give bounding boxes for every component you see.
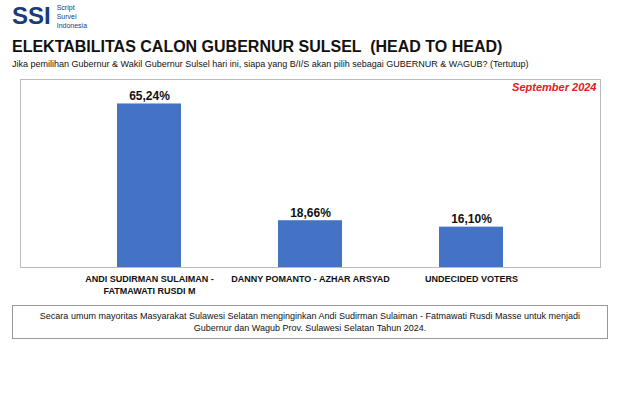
html-text:ELEKTABILITAS CALON GUBERNUR S: ELEKTABILITAS CALON GUBERNUR SULSEL (HEA… (12, 38, 503, 55)
html-text:Script Survei Indonesia: Script Survei Indonesia (56, 4, 87, 29)
html-text:SSI: SSI (12, 2, 51, 29)
svg-text:UNDECIDED VOTERS: UNDECIDED VOTERS (425, 274, 518, 284)
svg-text:DANNY POMANTO - AZHAR ARSYAD: DANNY POMANTO - AZHAR ARSYAD (231, 274, 390, 284)
svg-text:16,10%: 16,10% (451, 212, 492, 226)
svg-text:September 2024: September 2024 (512, 81, 596, 93)
svg-text:18,66%: 18,66% (290, 206, 331, 220)
svg-text:65,24%: 65,24% (129, 89, 170, 103)
html-text:Jika pemilihan Gubernur & Waki: Jika pemilihan Gubernur & Wakil Gubernur… (12, 59, 529, 69)
html-text:Secara umum mayoritas Masyarak: Secara umum mayoritas Masyarakat Sulawes… (39, 311, 581, 334)
svg-text:ANDI SUDIRMAN SULAIMAN -FATMAW: ANDI SUDIRMAN SULAIMAN -FATMAWATI RUSDI … (85, 274, 214, 296)
